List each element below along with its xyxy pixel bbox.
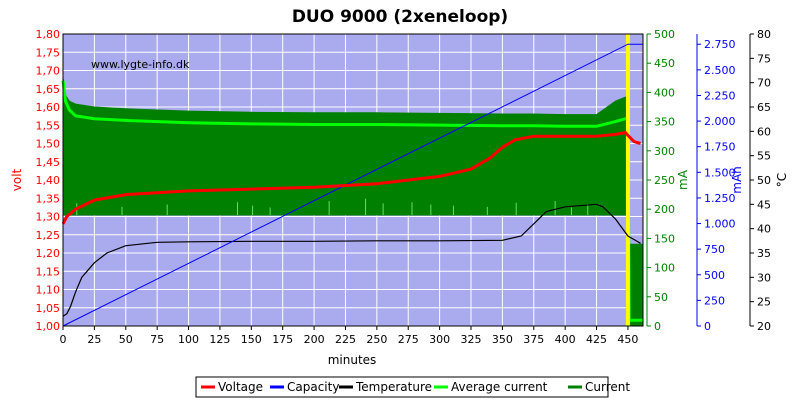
x-tick-label: 100 xyxy=(178,333,199,346)
temp-tick-label: 20 xyxy=(757,320,771,333)
x-tick-label: 125 xyxy=(209,333,230,346)
volt-tick-label: 1,20 xyxy=(36,247,61,260)
volt-axis-label: volt xyxy=(10,168,24,191)
ma-axis-label: mA xyxy=(676,169,690,190)
ma-tick-label: 200 xyxy=(654,203,675,216)
x-tick-label: 250 xyxy=(366,333,387,346)
legend-label: Capacity xyxy=(287,380,339,394)
x-tick-label: 75 xyxy=(150,333,164,346)
watermark-text: www.lygte-info.dk xyxy=(91,58,190,71)
ma-tick-label: 400 xyxy=(654,86,675,99)
volt-tick-label: 1,30 xyxy=(36,211,61,224)
x-tick-label: 25 xyxy=(87,333,101,346)
charge-end-marker xyxy=(625,34,630,326)
mah-tick-label: 500 xyxy=(704,269,725,282)
ma-tick-label: 450 xyxy=(654,57,675,70)
temp-tick-label: 80 xyxy=(757,28,771,41)
x-tick-label: 450 xyxy=(617,333,638,346)
ma-tick-label: 150 xyxy=(654,232,675,245)
mah-tick-label: 2.250 xyxy=(704,89,736,102)
x-tick-label: 350 xyxy=(492,333,513,346)
temp-tick-label: 40 xyxy=(757,223,771,236)
x-tick-label: 275 xyxy=(398,333,419,346)
x-tick-label: 150 xyxy=(241,333,262,346)
ma-tick-label: 350 xyxy=(654,116,675,129)
temp-tick-label: 75 xyxy=(757,52,771,65)
mah-axis-label: mAh xyxy=(730,166,744,194)
volt-tick-label: 1,75 xyxy=(36,46,61,59)
volt-tick-label: 1,40 xyxy=(36,174,61,187)
temp-tick-label: 55 xyxy=(757,150,771,163)
temp-tick-label: 65 xyxy=(757,101,771,114)
legend: Voltage Capacity Temperature Average curren… xyxy=(195,376,630,398)
volt-tick-label: 1,35 xyxy=(36,192,61,205)
legend-label: Current xyxy=(585,380,630,394)
axes: 1,00 1,05 1,10 1,15 1,20 1,25 1,30 1,35 1,40 1,45… xyxy=(36,28,772,346)
mah-tick-label: 1.250 xyxy=(704,192,736,205)
legend-label: Average current xyxy=(451,380,548,394)
volt-tick-label: 1,05 xyxy=(36,302,61,315)
volt-tick-label: 1,15 xyxy=(36,265,61,278)
series-layer xyxy=(61,34,644,327)
x-tick-label: 325 xyxy=(461,333,482,346)
x-tick-label: 225 xyxy=(335,333,356,346)
ma-tick-label: 500 xyxy=(654,28,675,41)
ma-tick-label: 300 xyxy=(654,145,675,158)
mah-tick-label: 2.500 xyxy=(704,64,736,77)
volt-tick-label: 1,80 xyxy=(36,28,61,41)
ma-tick-label: 0 xyxy=(654,320,661,333)
volt-tick-label: 1,70 xyxy=(36,65,61,78)
mah-tick-label: 1.500 xyxy=(704,166,736,179)
volt-tick-label: 1,65 xyxy=(36,83,61,96)
series-average-current xyxy=(61,80,643,322)
plot-border xyxy=(62,33,644,327)
legend-box xyxy=(195,376,609,398)
x-tick-label: 175 xyxy=(272,333,293,346)
ma-tick-label: 50 xyxy=(654,291,668,304)
temp-tick-label: 45 xyxy=(757,198,771,211)
temp-tick-label: 25 xyxy=(757,296,771,309)
mah-tick-label: 2.000 xyxy=(704,115,736,128)
temp-tick-label: 30 xyxy=(757,271,771,284)
temp-axis-label: °C xyxy=(775,173,789,187)
mah-tick-label: 750 xyxy=(704,243,725,256)
x-tick-label: 375 xyxy=(523,333,544,346)
x-tick-label: 300 xyxy=(429,333,450,346)
volt-tick-label: 1,25 xyxy=(36,229,61,242)
volt-tick-label: 1,00 xyxy=(36,320,61,333)
mah-tick-label: 1.750 xyxy=(704,141,736,154)
mah-tick-label: 2.750 xyxy=(704,38,736,51)
series-voltage xyxy=(61,130,641,225)
chart-title: DUO 9000 (2xeneloop) xyxy=(292,7,508,27)
x-tick-label: 425 xyxy=(586,333,607,346)
temp-tick-label: 70 xyxy=(757,77,771,90)
legend-label: Voltage xyxy=(218,380,263,394)
x-tick-label: 0 xyxy=(60,333,67,346)
series-capacity xyxy=(62,43,643,327)
series-temperature xyxy=(62,203,641,317)
ma-tick-label: 250 xyxy=(654,174,675,187)
volt-tick-label: 1,10 xyxy=(36,284,61,297)
x-tick-label: 200 xyxy=(304,333,325,346)
temp-tick-label: 35 xyxy=(757,247,771,260)
ma-tick-label: 100 xyxy=(654,262,675,275)
volt-tick-label: 1,60 xyxy=(36,101,61,114)
x-tick-label: 50 xyxy=(119,333,133,346)
temp-tick-label: 50 xyxy=(757,174,771,187)
volt-tick-label: 1,50 xyxy=(36,138,61,151)
mah-tick-label: 0 xyxy=(704,320,711,333)
volt-tick-label: 1,55 xyxy=(36,119,61,132)
x-axis-label: minutes xyxy=(328,353,377,367)
temp-tick-label: 60 xyxy=(757,125,771,138)
legend-label: Temperature xyxy=(355,380,432,394)
x-tick-label: 400 xyxy=(555,333,576,346)
volt-tick-label: 1,45 xyxy=(36,156,61,169)
mah-tick-label: 1.000 xyxy=(704,218,736,231)
mah-tick-label: 250 xyxy=(704,294,725,307)
